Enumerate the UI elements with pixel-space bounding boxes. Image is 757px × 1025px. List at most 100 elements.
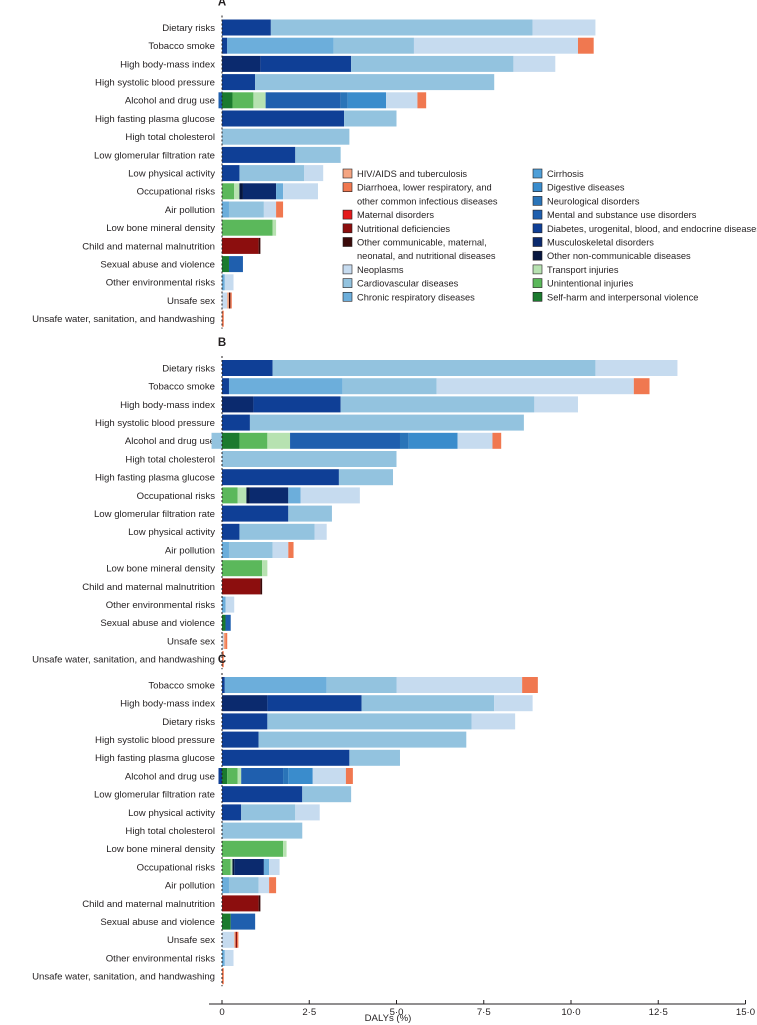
bar-segment-unintentional-injuries (227, 768, 238, 784)
bar-segment-diabetes-urogenital-blood-and-endocrine-diseases (222, 74, 256, 91)
x-tick-label: 10·0 (561, 1007, 580, 1018)
bar-segment-chronic-respiratory-diseases (222, 542, 229, 558)
x-tick-label: 0 (219, 1007, 224, 1018)
legend-swatch (532, 168, 543, 179)
bar-segment-chronic-respiratory-diseases (222, 596, 226, 613)
bar-segment-diabetes-urogenital-blood-and-endocrine-diseases (222, 378, 229, 395)
legend-swatch (342, 223, 353, 234)
bar-segment-diarrhoea-lower-respiratory-and-other-common-infectious-diseases (222, 968, 224, 985)
bar-segment-mental-and-substance-use-disorders (241, 768, 284, 784)
panel-letter: A (218, 0, 226, 9)
bar-segment-transport-injuries (230, 859, 233, 875)
bar-segment-unintentional-injuries (222, 487, 238, 504)
row-label: High body-mass index (120, 699, 215, 710)
bar-segment-neoplasms (269, 859, 280, 875)
bar-segment-transport-injuries (272, 219, 277, 236)
bar-segment-cardiovascular-diseases (255, 74, 495, 91)
legend-swatch (532, 250, 543, 261)
legend-item-diarrhoea-lower-respiratory-and-other-common-infectious-diseases: Diarrhoea, lower respiratory, and other c… (342, 182, 498, 206)
bar-segment-neurological-disorders (399, 432, 409, 449)
row-label: Alcohol and drug use (125, 771, 215, 782)
bar-row-low-bone-mineral-density: Low bone mineral density (106, 560, 268, 577)
bar-row-alcohol-and-drug-use: Alcohol and drug use (125, 768, 353, 784)
row-label: Low glomerular filtration rate (94, 150, 215, 161)
bar-segment-cardiovascular-diseases (342, 378, 437, 395)
row-label: Occupational risks (137, 862, 216, 873)
bar-segment-cardiovascular-diseases (349, 749, 400, 766)
legend-label: Other communicable, maternal, (357, 238, 487, 248)
legend-swatch (342, 264, 353, 275)
bar-segment-cardiovascular-diseases (241, 804, 296, 821)
bar-segment-diabetes-urogenital-blood-and-endocrine-diseases (222, 414, 250, 431)
bar-segment-diabetes-urogenital-blood-and-endocrine-diseases (222, 469, 339, 486)
legend-item-digestive-diseases: Digestive diseases (532, 182, 625, 193)
bar-segment-diabetes-urogenital-blood-and-endocrine-diseases (218, 768, 222, 784)
bar-segment-chronic-respiratory-diseases (228, 378, 343, 395)
bar-segment-other-non-communicable-diseases (239, 183, 243, 200)
bar-row-high-total-cholesterol: High total cholesterol (125, 128, 350, 145)
row-label: High body-mass index (120, 400, 215, 411)
bar-row-air-pollution: Air pollution (165, 877, 277, 894)
bar-segment-neoplasms (258, 877, 270, 894)
bar-row-high-systolic-blood-pressure: High systolic blood pressure (95, 731, 467, 748)
row-label: Sexual abuse and violence (100, 917, 215, 928)
legend-item-unintentional-injuries: Unintentional injuries (532, 278, 634, 289)
bar-segment-cardiovascular-diseases (228, 201, 264, 218)
row-label: Low bone mineral density (106, 223, 215, 234)
bar-segment-mental-and-substance-use-disorders (290, 432, 400, 449)
bar-segment-mental-and-substance-use-disorders (218, 92, 222, 109)
bar-segment-neoplasms (436, 378, 634, 395)
bar-segment-mental-and-substance-use-disorders (265, 92, 341, 109)
bar-segment-transport-injuries (234, 183, 240, 200)
legend-label: Cardiovascular diseases (357, 279, 459, 289)
bar-segment-diabetes-urogenital-blood-and-endocrine-diseases (222, 731, 259, 748)
bar-row-high-total-cholesterol: High total cholesterol (125, 822, 303, 839)
bar-row-sexual-abuse-and-violence: Sexual abuse and violence (100, 614, 231, 631)
bar-segment-neoplasms (272, 542, 289, 558)
bar-segment-cardiovascular-diseases (326, 677, 397, 693)
bar-segment-chronic-respiratory-diseases (288, 487, 301, 504)
legend-label: Diarrhoea, lower respiratory, and (357, 183, 492, 193)
bar-row-low-bone-mineral-density: Low bone mineral density (106, 840, 287, 857)
row-label: Unsafe sex (167, 636, 215, 647)
bar-segment-diarrhoea-lower-respiratory-and-other-common-infectious-diseases (633, 378, 650, 395)
bar-segment-cardiovascular-diseases (295, 146, 341, 163)
bar-segment-nutritional-deficiencies (222, 895, 259, 912)
bar-segment-cardiovascular-diseases (340, 396, 535, 413)
bar-segment-chronic-respiratory-diseases (222, 950, 225, 966)
row-label: Other environmental risks (106, 953, 216, 964)
row-label: High total cholesterol (125, 826, 215, 837)
bar-segment-diabetes-urogenital-blood-and-endocrine-diseases (222, 786, 303, 803)
bar-segment-diarrhoea-lower-respiratory-and-other-common-infectious-diseases (237, 931, 239, 948)
bar-row-low-glomerular-filtration-rate: Low glomerular filtration rate (94, 146, 341, 163)
bar-segment-self-harm-and-interpersonal-violence (222, 614, 226, 631)
legend-swatch (532, 237, 543, 247)
bar-row-unsafe-sex: Unsafe sex (167, 633, 228, 649)
legend-item-neurological-disorders: Neurological disorders (532, 196, 640, 206)
bar-segment-hiv-aids-and-tuberculosis (223, 633, 226, 649)
row-label: High systolic blood pressure (95, 78, 215, 89)
bar-row-unsafe-sex: Unsafe sex (167, 931, 239, 948)
bar-segment-other-communicable-maternal-neonatal-and-nutritional-diseases (258, 895, 261, 912)
bar-segment-neoplasms (222, 633, 224, 649)
bar-segment-other-communicable-maternal-neonatal-and-nutritional-diseases (228, 292, 231, 309)
bar-segment-neoplasms (386, 92, 418, 109)
bar-segment-diabetes-urogenital-blood-and-endocrine-diseases (222, 505, 289, 522)
bar-segment-cardiovascular-diseases (249, 414, 524, 431)
bar-segment-diarrhoea-lower-respiratory-and-other-common-infectious-diseases (222, 651, 224, 668)
bar-segment-transport-injuries (237, 487, 247, 504)
bar-segment-other-non-communicable-diseases (232, 859, 235, 875)
bar-segment-neoplasms (222, 931, 235, 948)
bar-row-child-and-maternal-malnutrition: Child and maternal malnutrition (82, 237, 261, 254)
row-label: Air pollution (165, 205, 215, 216)
bar-segment-chronic-respiratory-diseases (222, 201, 229, 218)
bar-row-high-fasting-plasma-glucose: High fasting plasma glucose (95, 110, 397, 127)
row-label: Occupational risks (137, 187, 216, 198)
bar-row-high-systolic-blood-pressure: High systolic blood pressure (95, 414, 524, 431)
bar-segment-chronic-respiratory-diseases (276, 183, 284, 200)
row-label: Unsafe sex (167, 296, 215, 307)
bar-segment-neoplasms (595, 360, 678, 376)
bar-segment-mental-and-substance-use-disorders (225, 614, 231, 631)
bar-row-unsafe-water-sanitation-and-handwashing: Unsafe water, sanitation, and handwashin… (32, 310, 224, 327)
bar-row-high-fasting-plasma-glucose: High fasting plasma glucose (95, 749, 400, 766)
